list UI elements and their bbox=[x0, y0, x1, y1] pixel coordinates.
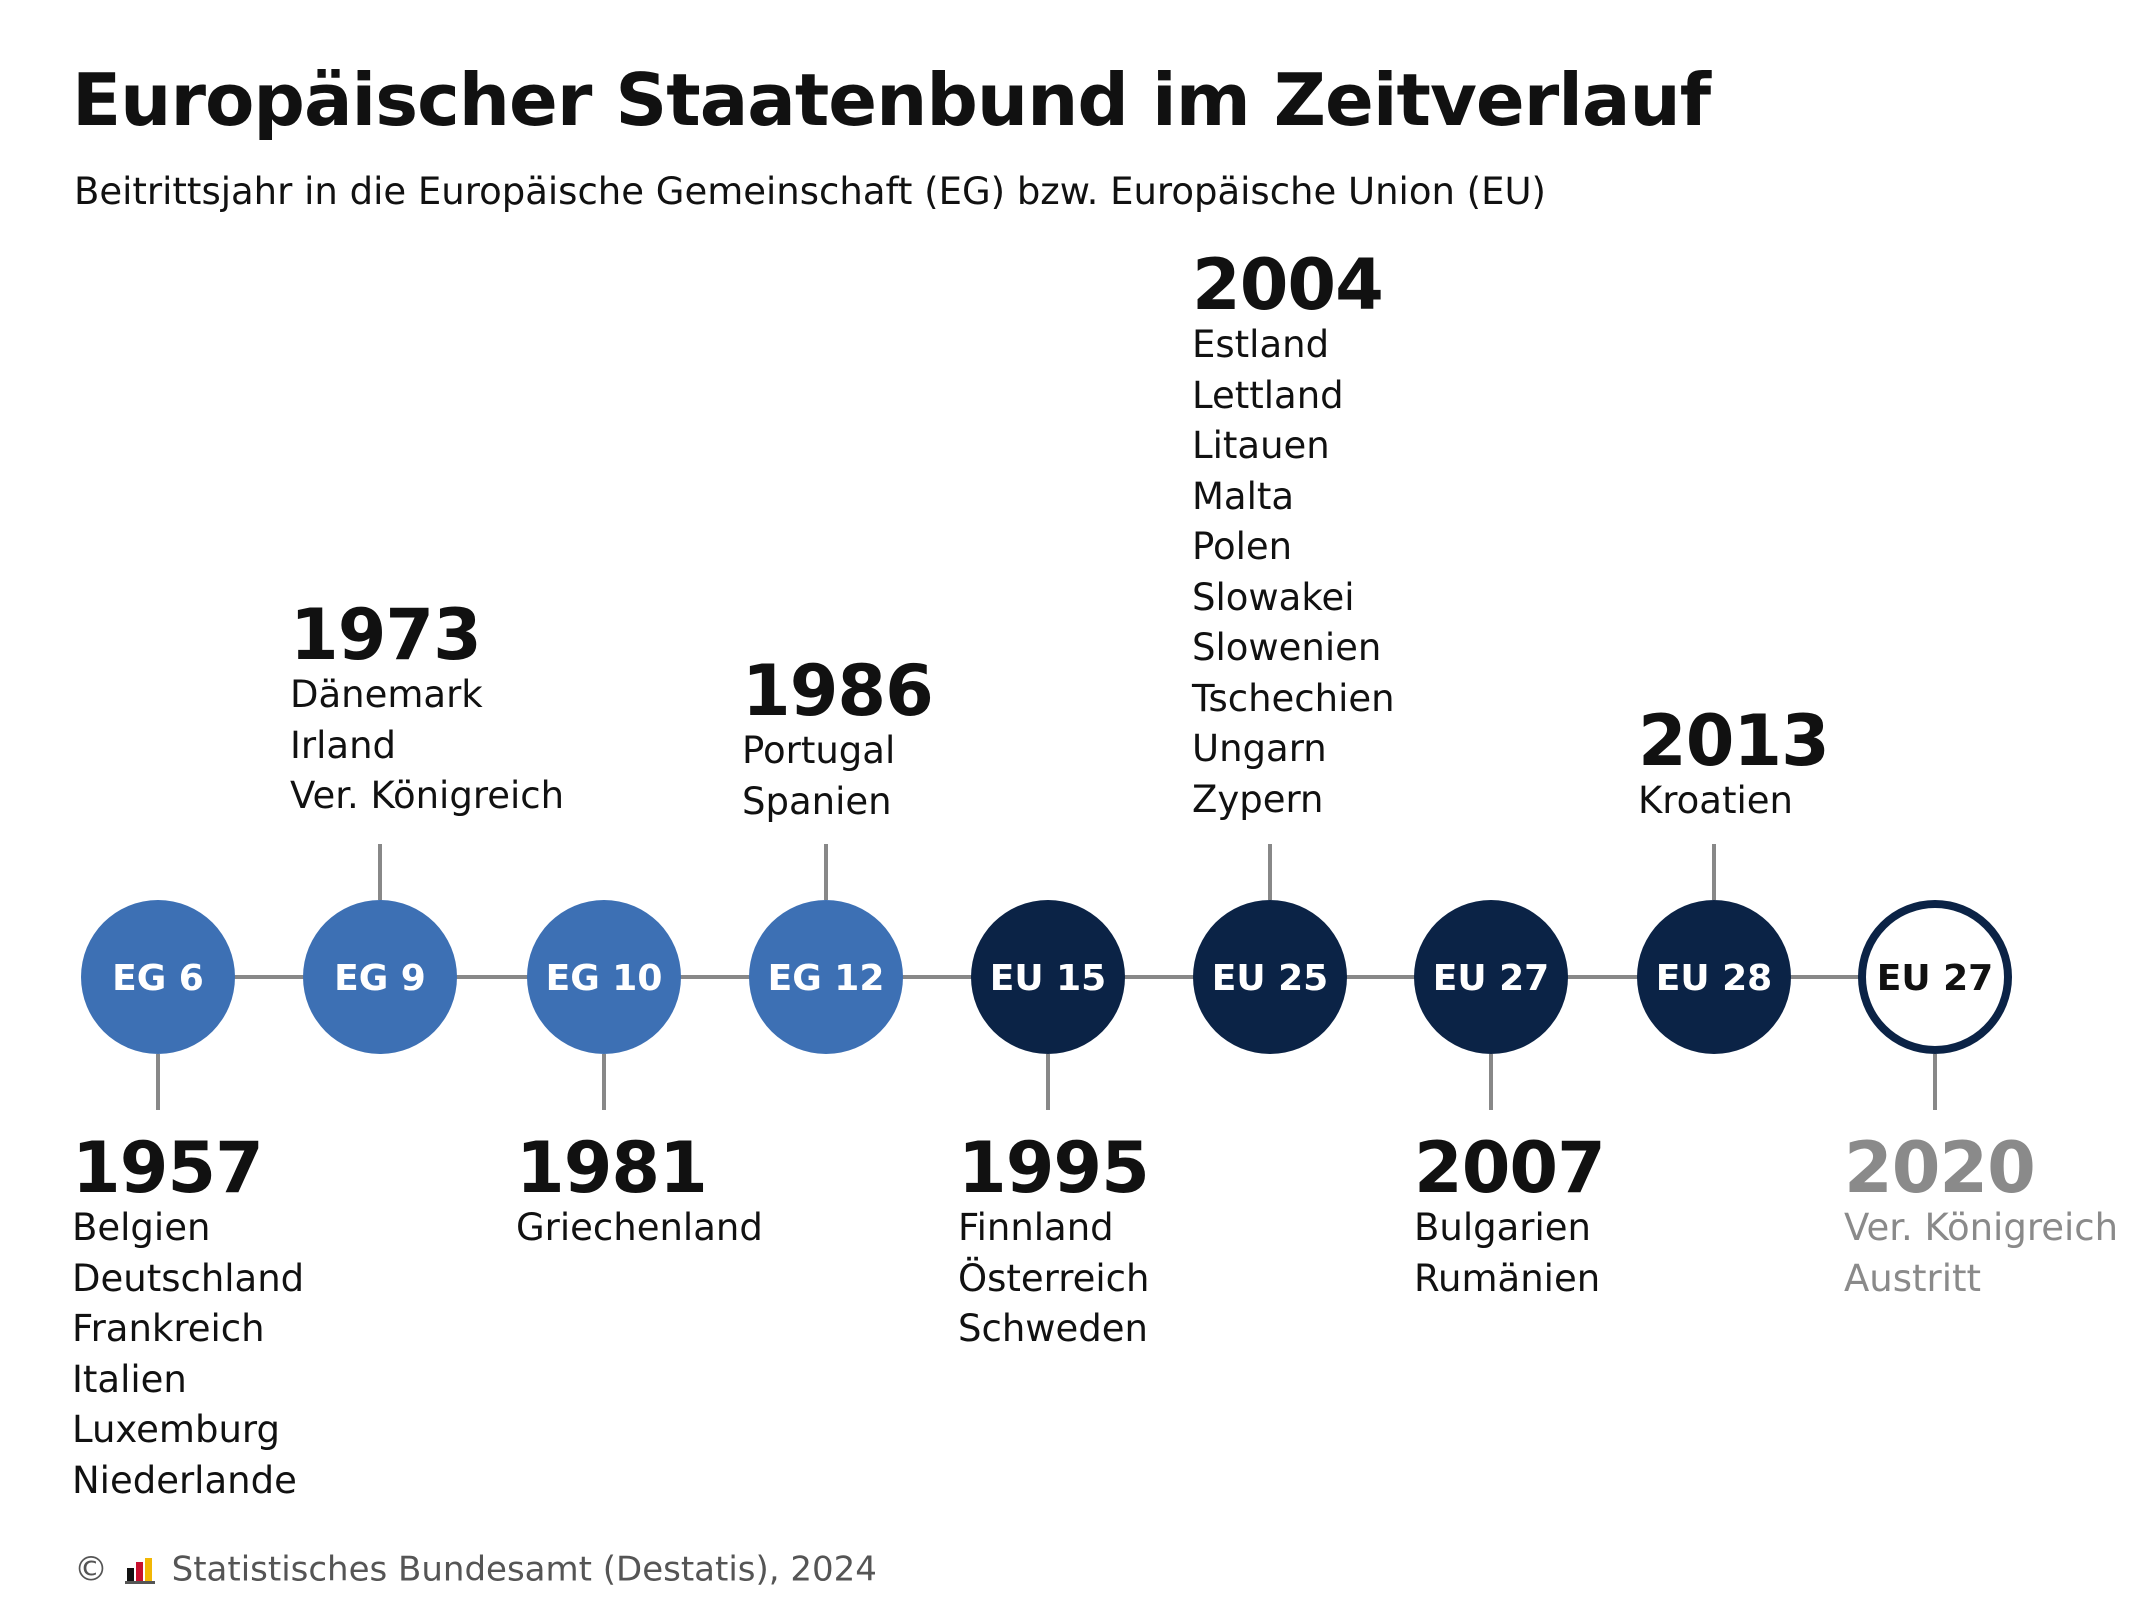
country-item: Slowenien bbox=[1192, 626, 1382, 669]
node-label: EG 9 bbox=[334, 958, 426, 999]
node-label: EU 27 bbox=[1877, 958, 1993, 999]
country-item: Irland bbox=[290, 723, 397, 767]
destatis-logo-icon bbox=[124, 1557, 155, 1584]
node-label: EG 10 bbox=[546, 958, 663, 999]
node-circle bbox=[1858, 900, 2012, 1054]
country-item: Ver. Königreich bbox=[290, 774, 565, 817]
node-label: EU 25 bbox=[1212, 958, 1328, 999]
country-item: Portugal bbox=[742, 729, 896, 772]
timeline-node: EG 10 bbox=[527, 900, 681, 1054]
node-circle bbox=[527, 900, 681, 1054]
event-countries: Belgien Deutschland Frankreich Italien L… bbox=[72, 1203, 304, 1506]
node-label: EG 6 bbox=[112, 958, 204, 999]
country-item: Deutschland bbox=[72, 1256, 305, 1300]
event-1957: 1957 Belgien Deutschland Frankreich Ital… bbox=[72, 1133, 304, 1506]
timeline-node: EU 28 bbox=[1637, 900, 1791, 1054]
country-item: Estland bbox=[1192, 323, 1330, 366]
event-countries: Griechenland bbox=[516, 1203, 763, 1254]
country-item: Bulgarien bbox=[1414, 1206, 1591, 1249]
event-year: 1986 bbox=[742, 650, 934, 732]
node-circle bbox=[971, 900, 1125, 1054]
country-item: Spanien bbox=[742, 779, 892, 823]
country-item: Ungarn bbox=[1192, 727, 1327, 770]
country-item: Zypern bbox=[1192, 777, 1324, 821]
country-item: Slowakei bbox=[1192, 575, 1355, 619]
event-2007: 2007 Bulgarien Rumänien bbox=[1414, 1127, 1606, 1304]
event-year: 2004 bbox=[1192, 244, 1384, 326]
event-year: 1957 bbox=[72, 1127, 264, 1209]
country-item: Lettland bbox=[1192, 373, 1344, 417]
country-item: Frankreich bbox=[72, 1307, 265, 1350]
node-label: EU 15 bbox=[990, 958, 1106, 999]
timeline-node: EU 27 bbox=[1414, 900, 1568, 1054]
timeline-node: EU 15 bbox=[971, 900, 1125, 1054]
timeline-node: EU 25 bbox=[1193, 900, 1347, 1054]
country-item: Rumänien bbox=[1414, 1256, 1601, 1300]
timeline-node: EG 9 bbox=[303, 900, 457, 1054]
country-item: Belgien bbox=[72, 1206, 211, 1249]
event-year: 2007 bbox=[1414, 1127, 1606, 1209]
country-item: Niederlande bbox=[72, 1458, 297, 1502]
node-label: EU 28 bbox=[1656, 958, 1772, 999]
event-countries: Kroatien bbox=[1638, 776, 1829, 827]
event-2013: 2013 Kroatien bbox=[1638, 700, 1830, 827]
country-item: Österreich bbox=[958, 1256, 1150, 1300]
page-subtitle: Beitrittsjahr in die Europäische Gemeins… bbox=[74, 170, 1546, 213]
copyright-symbol: © bbox=[74, 1549, 108, 1590]
country-item: Polen bbox=[1192, 525, 1293, 568]
event-countries: Portugal Spanien bbox=[742, 726, 933, 827]
country-item: Litauen bbox=[1192, 424, 1330, 467]
event-countries: Dänemark Irland Ver. Königreich bbox=[290, 670, 564, 822]
source-text: Statistisches Bundesamt (Destatis), 2024 bbox=[171, 1549, 877, 1590]
country-item: Kroatien bbox=[1638, 779, 1793, 822]
source-footer: © Statistisches Bundesamt (Destatis), 20… bbox=[74, 1548, 877, 1590]
timeline-node: EU 27 bbox=[1858, 900, 2012, 1054]
event-2020: 2020 Ver. Königreich Austritt bbox=[1844, 1133, 2118, 1304]
country-item: Austritt bbox=[1844, 1256, 1982, 1300]
event-1973: 1973 Dänemark Irland Ver. Königreich bbox=[290, 600, 564, 822]
node-circle bbox=[81, 900, 235, 1054]
country-item: Tschechien bbox=[1192, 676, 1395, 720]
country-item: Finnland bbox=[958, 1206, 1114, 1249]
node-label: EG 12 bbox=[768, 958, 885, 999]
country-item: Italien bbox=[72, 1357, 187, 1401]
event-year: 2020 bbox=[1844, 1127, 2036, 1209]
event-countries: Bulgarien Rumänien bbox=[1414, 1203, 1605, 1304]
country-item: Malta bbox=[1192, 474, 1295, 518]
country-item: Luxemburg bbox=[72, 1408, 280, 1451]
event-countries: Finnland Österreich Schweden bbox=[958, 1203, 1149, 1355]
country-item: Ver. Königreich bbox=[1844, 1206, 2119, 1249]
page-title: Europäischer Staatenbund im Zeitverlauf bbox=[72, 58, 1711, 142]
event-1981: 1981 Griechenland bbox=[516, 1133, 763, 1254]
event-year: 1973 bbox=[290, 594, 482, 676]
timeline-node: EG 12 bbox=[749, 900, 903, 1054]
event-countries: Ver. Königreich Austritt bbox=[1844, 1203, 2118, 1304]
timeline-node: EG 6 bbox=[81, 900, 235, 1054]
event-countries: Estland Lettland Litauen Malta Polen Slo… bbox=[1192, 320, 1395, 825]
event-1986: 1986 Portugal Spanien bbox=[742, 650, 934, 827]
node-circle bbox=[303, 900, 457, 1054]
event-year: 1995 bbox=[958, 1127, 1150, 1209]
event-1995: 1995 Finnland Österreich Schweden bbox=[958, 1127, 1150, 1355]
country-item: Schweden bbox=[958, 1307, 1149, 1350]
country-item: Griechenland bbox=[516, 1206, 763, 1249]
node-circle bbox=[1193, 900, 1347, 1054]
event-year: 2013 bbox=[1638, 700, 1830, 782]
node-circle bbox=[1637, 900, 1791, 1054]
node-circle bbox=[749, 900, 903, 1054]
country-item: Dänemark bbox=[290, 673, 483, 716]
event-2004: 2004 Estland Lettland Litauen Malta Pole… bbox=[1192, 250, 1395, 825]
node-circle bbox=[1414, 900, 1568, 1054]
node-label: EU 27 bbox=[1433, 958, 1549, 999]
event-year: 1981 bbox=[516, 1127, 708, 1209]
